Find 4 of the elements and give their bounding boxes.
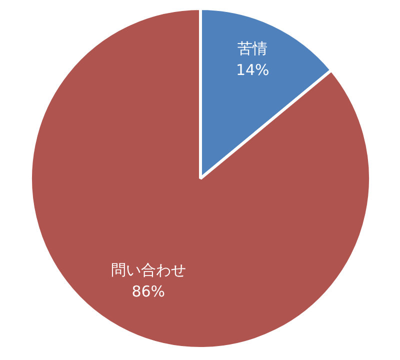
data-label: 86% — [132, 282, 166, 300]
data-label: 14% — [236, 60, 270, 79]
slice-label: 問い合わせ — [110, 261, 186, 280]
slice-label: 苦情 — [238, 40, 268, 58]
